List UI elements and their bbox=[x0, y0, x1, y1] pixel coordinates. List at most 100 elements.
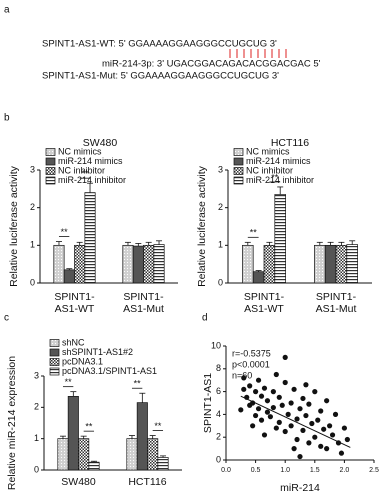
bar bbox=[136, 402, 148, 471]
bar bbox=[122, 244, 134, 284]
point bbox=[312, 434, 318, 440]
point bbox=[282, 428, 288, 435]
point bbox=[327, 423, 333, 429]
error-bar bbox=[91, 460, 98, 463]
error-bar bbox=[76, 241, 83, 246]
point bbox=[315, 417, 321, 423]
bar bbox=[252, 271, 265, 284]
bar bbox=[84, 192, 96, 284]
point bbox=[341, 425, 347, 431]
point bbox=[306, 401, 312, 407]
x-tick-label: 2.0 bbox=[340, 467, 350, 474]
legend-label: NC mimics bbox=[58, 146, 102, 156]
point bbox=[282, 354, 288, 360]
point bbox=[261, 385, 268, 391]
sig-label: ** bbox=[154, 421, 162, 431]
point bbox=[282, 379, 288, 386]
error-bar bbox=[266, 241, 273, 246]
error-bar bbox=[70, 391, 77, 397]
y-tick-label: 10 bbox=[211, 340, 221, 350]
point bbox=[303, 412, 309, 419]
y-tick-label: 1 bbox=[34, 433, 39, 443]
x-tick-label: AS1-WT bbox=[244, 303, 284, 315]
y-tick-label: 0 bbox=[34, 464, 39, 474]
panel-label: c bbox=[4, 313, 9, 324]
point bbox=[288, 400, 294, 406]
x-tick-label: AS1-Mut bbox=[316, 303, 357, 315]
point bbox=[276, 419, 282, 425]
error-bar bbox=[156, 240, 163, 245]
sig-label: ** bbox=[134, 379, 142, 389]
legend-label: NC mimics bbox=[246, 146, 290, 156]
bar bbox=[57, 438, 69, 471]
y-axis-title: Relative miR-214 expression bbox=[6, 356, 18, 490]
point bbox=[297, 453, 303, 460]
legend-swatch bbox=[49, 358, 60, 366]
legend-swatch bbox=[45, 176, 56, 185]
legend-label: miR-214 mimics bbox=[58, 156, 123, 166]
point bbox=[300, 395, 306, 402]
x-tick-label: 2.5 bbox=[369, 467, 379, 474]
point bbox=[332, 411, 339, 417]
x-tick-label: SPINT1- bbox=[54, 291, 95, 303]
point bbox=[291, 446, 297, 452]
error-bar bbox=[66, 268, 73, 270]
error-bar bbox=[160, 455, 167, 458]
y-tick-label: 1 bbox=[30, 240, 35, 250]
x-tick-label: 1.0 bbox=[280, 467, 290, 474]
point bbox=[261, 432, 268, 438]
legend-label: miR-214 inhibitor bbox=[246, 175, 314, 185]
point bbox=[238, 407, 244, 413]
y-axis-title: Relative luciferase activity bbox=[8, 165, 20, 287]
point bbox=[285, 411, 291, 417]
legend-swatch bbox=[233, 157, 244, 166]
sig-label: ** bbox=[85, 422, 93, 432]
point bbox=[258, 417, 265, 423]
stat-label: p<0.0001 bbox=[232, 359, 270, 369]
bar bbox=[126, 438, 138, 471]
legend-label: pcDNA3.1 bbox=[62, 356, 103, 366]
point bbox=[312, 389, 318, 395]
point bbox=[318, 443, 324, 449]
x-tick-label: SPINT1- bbox=[316, 291, 357, 303]
point bbox=[294, 416, 300, 422]
x-tick-label: SPINT1- bbox=[244, 291, 285, 303]
legend-swatch bbox=[45, 157, 56, 166]
bar bbox=[324, 244, 337, 284]
error-bar bbox=[135, 243, 142, 247]
error-bar bbox=[139, 392, 146, 403]
y-tick-label: 0 bbox=[30, 277, 35, 287]
y-tick-label: 3 bbox=[30, 164, 35, 174]
bar bbox=[132, 245, 144, 284]
point bbox=[250, 423, 256, 429]
bar bbox=[63, 269, 75, 284]
x-tick-label: HCT116 bbox=[128, 476, 166, 488]
x-tick-label: SW480 bbox=[61, 476, 96, 488]
legend-swatch bbox=[49, 339, 60, 347]
x-tick-label: 0.5 bbox=[251, 467, 261, 474]
legend-label: shSPINT1-AS1#2 bbox=[62, 347, 133, 357]
point bbox=[241, 386, 247, 392]
point bbox=[288, 423, 294, 429]
point bbox=[297, 406, 303, 412]
point bbox=[338, 450, 345, 456]
point bbox=[241, 375, 247, 381]
error-bar bbox=[255, 270, 262, 272]
y-tick-label: 0 bbox=[216, 454, 221, 464]
y-tick-label: 4 bbox=[216, 409, 221, 419]
point bbox=[253, 389, 259, 395]
sequence: SPINT1-AS1-Mut: 5' GGAAAAGGAAGGGCCUGCUG … bbox=[42, 71, 279, 82]
point bbox=[258, 393, 265, 399]
sequence: miR-214-3p: 3' UGACGGACAGACACGGACGAC 5' bbox=[102, 59, 321, 70]
error-bar bbox=[349, 240, 356, 245]
point bbox=[264, 398, 271, 404]
sig-label: ** bbox=[81, 169, 89, 179]
point bbox=[303, 382, 309, 388]
point bbox=[291, 386, 297, 392]
point bbox=[329, 432, 336, 438]
error-bar bbox=[338, 241, 345, 246]
error-bar bbox=[59, 435, 66, 439]
base-pairing bbox=[229, 49, 287, 58]
